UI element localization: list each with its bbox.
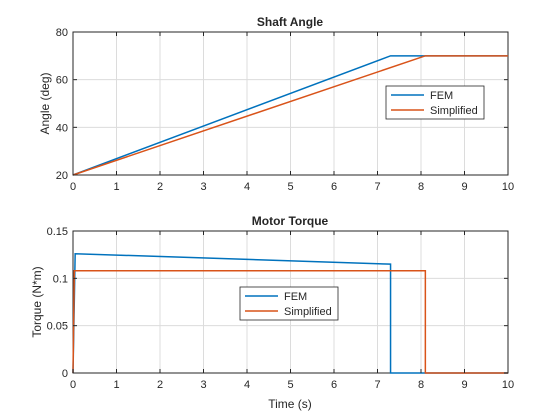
motor-torque-chart: 0 1 2 3 4 5 6 7 8 9 10 0 0.05 0.1 0.15 Motor Torque To…: [30, 214, 514, 411]
shaft-angle-legend-fem-label: FEM: [430, 90, 453, 102]
shaft-angle-x-tick-label: 0: [70, 181, 76, 193]
motor-torque-y-tick-label: 0.1: [53, 273, 68, 285]
motor-torque-x-tick-label: 3: [200, 379, 206, 391]
motor-torque-legend: FEM Simplified: [239, 286, 339, 321]
motor-torque-y-tick-label: 0.15: [47, 226, 68, 238]
shaft-angle-ticks: 0 1 2 3 4 5 6 7 8 9 10 20 40 60 80: [56, 27, 514, 193]
motor-torque-x-tick-label: 9: [461, 379, 467, 391]
shaft-angle-series-simplified: [72, 55, 508, 176]
motor-torque-x-label: Time (s): [268, 397, 312, 411]
motor-torque-legend-box: [239, 286, 339, 321]
motor-torque-x-tick-label: 5: [287, 379, 293, 391]
shaft-angle-legend-simplified-label: Simplified: [430, 105, 478, 117]
motor-torque-y-label: Torque (N*m): [30, 266, 44, 337]
motor-torque-x-tick-label: 7: [374, 379, 380, 391]
shaft-angle-x-tick-label: 7: [374, 181, 380, 193]
motor-torque-x-tick-label: 1: [113, 379, 119, 391]
shaft-angle-legend: FEM Simplified: [385, 85, 485, 120]
motor-torque-x-tick-label: 4: [244, 379, 250, 391]
shaft-angle-y-label: Angle (deg): [38, 72, 52, 134]
motor-torque-ticks: 0 1 2 3 4 5 6 7 8 9 10 0 0.05 0.1 0.15: [47, 226, 515, 391]
motor-torque-title: Motor Torque: [252, 214, 329, 228]
shaft-angle-chart: 0 1 2 3 4 5 6 7 8 9 10 20 40 60 80 Shaft Angle Angle (…: [38, 15, 514, 193]
shaft-angle-y-tick-label: 80: [56, 27, 68, 39]
motor-torque-x-tick-label: 6: [331, 379, 337, 391]
shaft-angle-x-tick-label: 4: [244, 181, 250, 193]
motor-torque-y-tick-label: 0.05: [47, 321, 68, 333]
shaft-angle-y-tick-label: 20: [56, 170, 68, 182]
motor-torque-y-tick-label: 0: [62, 368, 68, 380]
shaft-angle-x-tick-label: 10: [502, 181, 514, 193]
motor-torque-x-tick-label: 2: [157, 379, 163, 391]
shaft-angle-legend-box: [385, 85, 485, 120]
shaft-angle-x-tick-label: 2: [157, 181, 163, 193]
shaft-angle-title: Shaft Angle: [257, 15, 324, 29]
motor-torque-legend-simplified-label: Simplified: [284, 306, 332, 318]
motor-torque-legend-fem-label: FEM: [284, 291, 307, 303]
shaft-angle-x-tick-label: 1: [113, 181, 119, 193]
shaft-angle-y-tick-label: 40: [56, 122, 68, 134]
shaft-angle-x-tick-label: 3: [200, 181, 206, 193]
shaft-angle-y-tick-label: 60: [56, 75, 68, 87]
shaft-angle-x-tick-label: 9: [461, 181, 467, 193]
shaft-angle-x-tick-label: 6: [331, 181, 337, 193]
motor-torque-grid: [73, 231, 508, 373]
motor-torque-x-tick-label: 0: [70, 379, 76, 391]
motor-torque-series: [72, 252, 508, 374]
motor-torque-x-tick-label: 10: [502, 379, 514, 391]
shaft-angle-x-tick-label: 8: [418, 181, 424, 193]
shaft-angle-x-tick-label: 5: [287, 181, 293, 193]
shaft-angle-series: [72, 55, 508, 176]
motor-torque-x-tick-label: 8: [418, 379, 424, 391]
motor-torque-series-simplified: [72, 270, 508, 374]
